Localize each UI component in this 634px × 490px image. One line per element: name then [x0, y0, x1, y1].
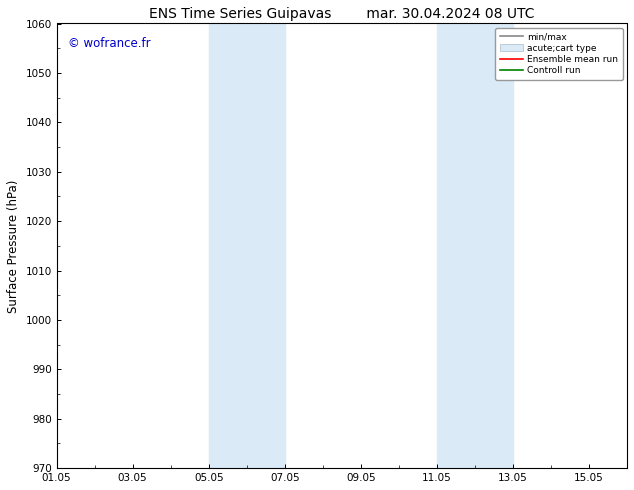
Y-axis label: Surface Pressure (hPa): Surface Pressure (hPa) — [7, 179, 20, 313]
Legend: min/max, acute;cart type, Ensemble mean run, Controll run: min/max, acute;cart type, Ensemble mean … — [495, 28, 623, 80]
Bar — [209, 24, 285, 468]
Title: ENS Time Series Guipavas        mar. 30.04.2024 08 UTC: ENS Time Series Guipavas mar. 30.04.2024… — [149, 7, 534, 21]
Bar — [437, 24, 513, 468]
Text: © wofrance.fr: © wofrance.fr — [68, 37, 151, 50]
